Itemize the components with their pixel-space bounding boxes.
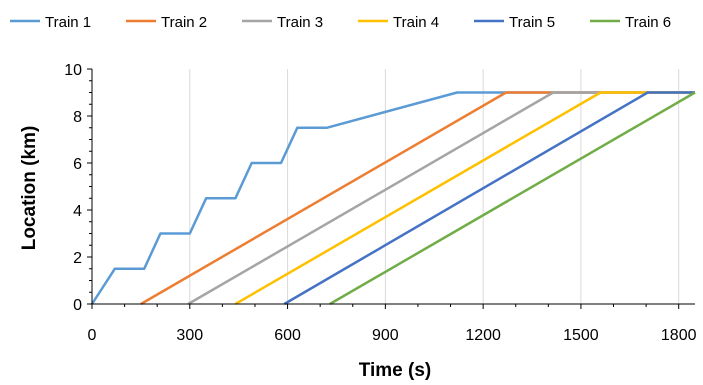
x-axis-title: Time (s)	[359, 360, 432, 381]
legend-label: Train 4	[393, 14, 439, 31]
legend-label: Train 6	[625, 14, 671, 31]
y-tick-label: 2	[73, 250, 82, 267]
y-tick-label: 10	[64, 62, 82, 79]
x-tick-label: 1800	[661, 327, 697, 344]
x-tick-label: 1500	[563, 327, 599, 344]
y-tick-label: 6	[73, 156, 82, 173]
series-layer	[90, 91, 696, 306]
legend: Train 1 Train 2 Train 3 Train 4 Train 5 Train…	[10, 14, 671, 31]
y-tick-label: 0	[73, 297, 82, 314]
y-tick-label: 8	[73, 109, 82, 126]
legend-label: Train 3	[277, 14, 323, 31]
y-tick-label: 4	[73, 203, 82, 220]
series-line	[90, 91, 695, 305]
legend-label: Train 2	[161, 14, 207, 31]
series-line	[283, 91, 695, 306]
x-tick-label: 0	[88, 327, 97, 344]
x-tick-label: 600	[274, 327, 301, 344]
x-tick-label: 900	[372, 327, 399, 344]
x-tick-label: 1200	[465, 327, 501, 344]
y-axis-title: Location (km)	[19, 126, 40, 251]
legend-label: Train 1	[45, 14, 91, 31]
gridlines	[189, 69, 680, 304]
legend-label: Train 5	[509, 14, 555, 31]
series-line	[329, 91, 696, 306]
x-tick-label: 300	[176, 327, 203, 344]
axes: 0 2 4 6 8 10 0 300 600 900 1200 1500 1800	[64, 62, 696, 344]
series-line	[187, 91, 695, 306]
